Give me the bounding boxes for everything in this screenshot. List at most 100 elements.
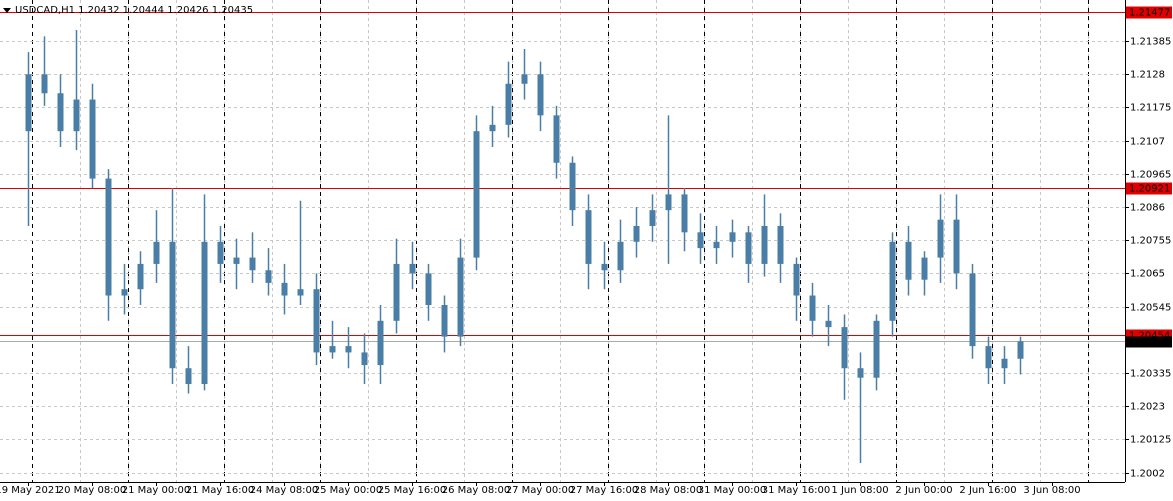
candle-body — [633, 225, 640, 242]
menu-arrow[interactable] — [3, 8, 11, 13]
candle-body — [953, 219, 960, 274]
candle-body — [745, 232, 752, 264]
candle-body — [89, 99, 96, 179]
x-tick-label: 27 May 00:00 — [506, 485, 575, 496]
candle-body — [489, 124, 496, 132]
candle-body — [441, 305, 448, 337]
y-tick-label: 1.2107 — [1130, 137, 1165, 148]
y-tick-label: 1.21175 — [1130, 103, 1171, 114]
candle-body — [761, 225, 768, 264]
candle-body — [777, 225, 784, 264]
candle-body — [249, 257, 256, 271]
candle-body — [985, 346, 992, 369]
current-price-box — [1126, 336, 1172, 348]
candle-body — [73, 99, 80, 132]
y-tick-label: 1.20545 — [1130, 303, 1171, 314]
y-tick-label: 1.21385 — [1130, 37, 1171, 48]
candle-body — [329, 346, 336, 353]
candle-body — [713, 241, 720, 249]
candle-body — [617, 241, 624, 271]
y-tick-label: 1.2086 — [1130, 203, 1165, 214]
x-tick-label: 19 May 2021 — [0, 485, 61, 496]
candle-body — [57, 93, 64, 132]
candle-body — [121, 289, 128, 296]
y-tick-label: 1.20755 — [1130, 236, 1171, 247]
candle-body — [569, 162, 576, 211]
x-tick-label: 3 Jun 08:00 — [1023, 485, 1080, 496]
level-label-box — [1126, 6, 1172, 19]
candle-body — [601, 263, 608, 271]
candle-body — [937, 219, 944, 258]
candle-body — [297, 289, 304, 296]
y-tick-label: 1.20965 — [1130, 170, 1171, 181]
x-tick-label: 20 May 08:00 — [58, 485, 127, 496]
candle-body — [553, 115, 560, 163]
y-tick-label: 1.20335 — [1130, 369, 1171, 380]
candle-body — [665, 194, 672, 211]
axes: 1.21385 1.2128 1.21175 1.2107 1.20965 1.2086 1… — [0, 6, 1172, 496]
candle-body — [969, 273, 976, 347]
level-label-box — [1126, 182, 1172, 195]
candle-body — [425, 273, 432, 306]
candle-body — [809, 295, 816, 321]
candle-body — [393, 263, 400, 321]
candle-body — [185, 368, 192, 385]
candle-body — [873, 320, 880, 378]
x-tick-label: 28 May 08:00 — [634, 485, 703, 496]
candle-body — [505, 83, 512, 125]
candle-body — [681, 194, 688, 233]
x-tick-label: 21 May 16:00 — [186, 485, 255, 496]
candle-body — [169, 241, 176, 369]
y-tick-label: 1.2002 — [1130, 469, 1165, 480]
candle-body — [585, 210, 592, 264]
candle-body — [521, 74, 528, 84]
candle-body — [921, 257, 928, 280]
candle-body — [345, 346, 352, 353]
symbol-info: USDCAD,H1 1.20432 1.20444 1.20426 1.2043… — [15, 5, 253, 16]
candle-body — [1001, 358, 1008, 369]
candle-body — [41, 74, 48, 94]
candle-body — [825, 320, 832, 328]
candle-body — [649, 210, 656, 226]
x-tick-label: 27 May 16:00 — [570, 485, 639, 496]
candle-body — [697, 232, 704, 249]
x-tick-label: 21 May 00:00 — [122, 485, 191, 496]
candle-body — [857, 368, 864, 378]
candle-body — [889, 241, 896, 321]
x-tick-label: 31 May 16:00 — [762, 485, 831, 496]
candle-body — [105, 178, 112, 296]
candle-body — [313, 289, 320, 353]
candle-body — [409, 263, 416, 274]
x-tick-label: 2 Jun 00:00 — [895, 485, 952, 496]
x-tick-label: 2 Jun 16:00 — [959, 485, 1016, 496]
candle-body — [217, 241, 224, 264]
candle-body — [537, 74, 544, 116]
y-tick-label: 1.2065 — [1130, 269, 1165, 280]
candle-body — [841, 327, 848, 369]
y-tick-label: 1.2128 — [1130, 70, 1165, 81]
y-tick-label: 1.20125 — [1130, 435, 1171, 446]
candle-body — [1017, 341, 1024, 359]
candle-body — [25, 74, 32, 132]
x-tick-label: 25 May 16:00 — [378, 485, 447, 496]
candle-body — [201, 241, 208, 385]
candle-body — [153, 241, 160, 264]
current-price-label: 1.20435 — [1129, 337, 1170, 348]
candle-body — [729, 232, 736, 242]
candle-body — [377, 320, 384, 366]
candles — [25, 30, 1024, 464]
x-tick-label: 31 May 00:00 — [698, 485, 767, 496]
candle-body — [905, 241, 912, 280]
candle-body — [473, 131, 480, 258]
level-label: 1.20921 — [1129, 184, 1170, 195]
level-label: 1.20454 — [1129, 331, 1170, 342]
candle-body — [265, 270, 272, 283]
y-tick-label: 1.2023 — [1130, 402, 1165, 413]
candle-body — [281, 282, 288, 296]
candle-body — [361, 352, 368, 366]
x-tick-label: 25 May 00:00 — [314, 485, 383, 496]
level-label: 1.21477 — [1129, 8, 1170, 19]
x-tick-label: 1 Jun 08:00 — [831, 485, 888, 496]
candle-body — [793, 263, 800, 296]
